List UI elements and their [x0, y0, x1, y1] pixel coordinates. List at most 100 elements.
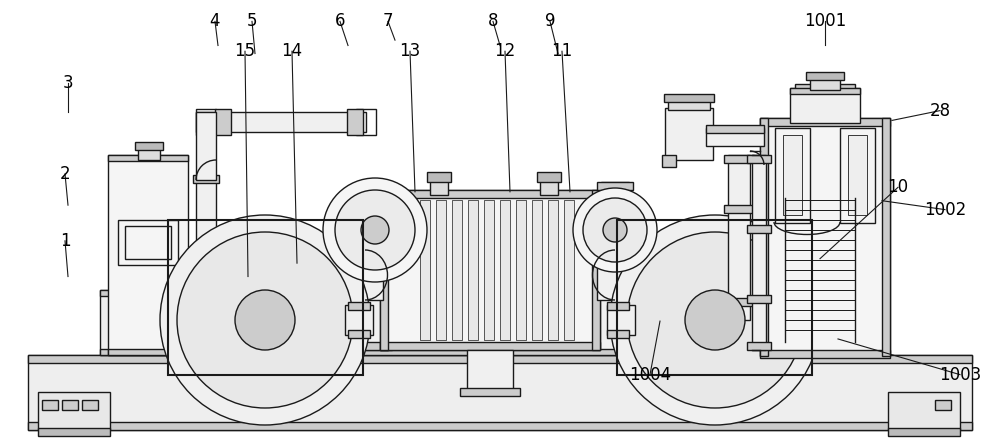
Bar: [362, 282, 388, 350]
Circle shape: [235, 290, 295, 350]
Circle shape: [627, 232, 803, 408]
Bar: [100, 290, 745, 296]
Bar: [356, 109, 376, 135]
Bar: [193, 328, 219, 336]
Bar: [760, 118, 890, 126]
Bar: [62, 400, 78, 410]
Bar: [38, 392, 110, 430]
Bar: [196, 112, 366, 132]
Bar: [668, 100, 710, 110]
Bar: [108, 349, 188, 355]
Bar: [617, 220, 812, 375]
Bar: [196, 109, 216, 135]
Bar: [196, 112, 216, 180]
Bar: [747, 225, 771, 233]
Bar: [358, 342, 392, 350]
Bar: [597, 182, 633, 190]
Bar: [532, 200, 542, 340]
Bar: [380, 190, 600, 198]
Text: 8: 8: [488, 12, 498, 30]
Bar: [467, 350, 513, 390]
Bar: [775, 128, 810, 223]
Bar: [380, 190, 600, 350]
Bar: [108, 155, 188, 161]
Bar: [810, 78, 840, 90]
Text: 11: 11: [551, 42, 573, 60]
Bar: [760, 118, 890, 356]
Text: 28: 28: [929, 102, 951, 120]
Bar: [118, 220, 178, 265]
Bar: [747, 342, 771, 350]
Bar: [540, 180, 558, 195]
Bar: [706, 128, 764, 146]
Text: 13: 13: [399, 42, 421, 60]
Bar: [607, 302, 629, 310]
Bar: [28, 355, 972, 363]
Bar: [706, 125, 764, 133]
Text: 5: 5: [247, 12, 257, 30]
Bar: [724, 298, 754, 306]
Bar: [935, 400, 951, 410]
Bar: [888, 392, 960, 430]
Bar: [348, 330, 370, 338]
Bar: [840, 128, 875, 223]
Bar: [460, 388, 520, 396]
Bar: [28, 355, 972, 430]
Bar: [375, 224, 435, 236]
Bar: [548, 200, 558, 340]
Bar: [193, 295, 219, 303]
Bar: [430, 180, 448, 195]
Bar: [82, 400, 98, 410]
Bar: [790, 88, 860, 123]
Bar: [806, 72, 844, 80]
Bar: [724, 205, 754, 213]
Bar: [348, 302, 370, 310]
Bar: [358, 282, 392, 290]
Bar: [537, 172, 561, 182]
Bar: [662, 155, 676, 167]
Circle shape: [610, 215, 820, 425]
Bar: [138, 148, 160, 160]
Bar: [380, 342, 600, 350]
Bar: [452, 200, 462, 340]
Text: 14: 14: [281, 42, 303, 60]
Bar: [607, 330, 629, 338]
Bar: [728, 155, 750, 320]
Text: 1002: 1002: [924, 201, 966, 219]
Circle shape: [177, 232, 353, 408]
Circle shape: [583, 198, 647, 262]
Circle shape: [361, 216, 389, 244]
Bar: [665, 108, 713, 160]
Bar: [380, 190, 388, 350]
Bar: [848, 135, 867, 215]
Bar: [196, 175, 216, 330]
Bar: [348, 250, 383, 300]
Bar: [724, 155, 754, 163]
Bar: [601, 182, 629, 234]
Bar: [427, 221, 443, 239]
Bar: [100, 290, 745, 355]
Text: 6: 6: [335, 12, 345, 30]
Text: 1004: 1004: [629, 366, 671, 384]
Bar: [42, 400, 58, 410]
Text: 1003: 1003: [939, 366, 981, 384]
Bar: [135, 142, 163, 150]
Text: 7: 7: [383, 12, 393, 30]
Text: 1001: 1001: [804, 12, 846, 30]
Bar: [427, 172, 451, 182]
Bar: [347, 109, 363, 135]
Text: 2: 2: [60, 165, 70, 183]
Bar: [100, 349, 745, 355]
Bar: [468, 200, 478, 340]
Bar: [193, 175, 219, 183]
Bar: [795, 84, 855, 92]
Circle shape: [603, 218, 627, 242]
Circle shape: [323, 178, 427, 282]
Bar: [882, 118, 890, 356]
Bar: [345, 305, 373, 335]
Bar: [597, 226, 633, 234]
Circle shape: [335, 190, 415, 270]
Bar: [500, 200, 510, 340]
Text: 12: 12: [494, 42, 516, 60]
Circle shape: [573, 188, 657, 272]
